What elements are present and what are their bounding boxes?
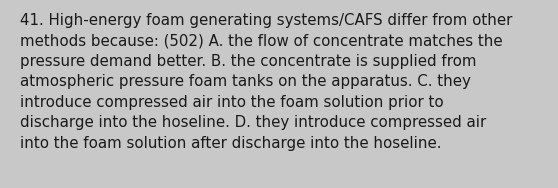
Text: 41. High-energy foam generating systems/CAFS differ from other
methods because: : 41. High-energy foam generating systems/… [20,13,512,151]
